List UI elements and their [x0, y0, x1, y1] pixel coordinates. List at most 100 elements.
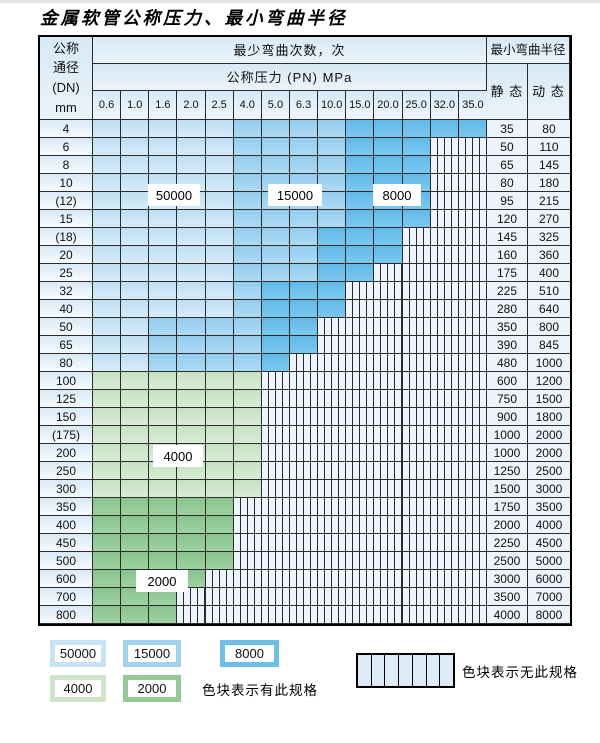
spec-cell: [289, 228, 319, 246]
spec-cell: [430, 156, 459, 174]
spec-cell: [289, 588, 319, 606]
spec-cell: [374, 498, 403, 516]
dn-cell: 250: [40, 462, 93, 480]
spec-cell: [177, 552, 206, 570]
spec-cell: [402, 408, 431, 426]
spec-cell: [261, 426, 290, 444]
table-row: 80 480 1000: [40, 354, 570, 372]
spec-cell: [374, 282, 403, 300]
spec-cell: [374, 246, 403, 264]
spec-cell: [289, 120, 319, 138]
dynamic-value-cell: 180: [527, 174, 570, 192]
spec-cell: [430, 354, 459, 372]
spec-cell: [121, 174, 150, 192]
header-dynamic-cell: 动 态: [527, 64, 570, 120]
dn-cell: 125: [40, 390, 93, 408]
spec-cell: [177, 228, 206, 246]
spec-cell: [289, 264, 319, 282]
spec-cell: [289, 210, 319, 228]
static-value-cell: 480: [486, 354, 528, 372]
spec-cell: [318, 444, 347, 462]
spec-cell: [121, 156, 150, 174]
spec-cell: [318, 588, 347, 606]
spec-cell: [346, 354, 375, 372]
spec-cell: [149, 210, 178, 228]
dynamic-value-cell: 845: [527, 336, 570, 354]
spec-cell: [233, 300, 262, 318]
dynamic-value-cell: 640: [527, 300, 570, 318]
spec-cell: [261, 444, 290, 462]
spec-cell: [121, 390, 150, 408]
spec-cell: [430, 372, 459, 390]
spec-cell: [346, 318, 375, 336]
spec-cell: [261, 516, 290, 534]
spec-cell: [402, 138, 431, 156]
spec-cell: [374, 516, 403, 534]
spec-cell: [93, 120, 122, 138]
dn-cell: 4: [40, 120, 93, 138]
table-row: 200 1000 2000: [40, 444, 570, 462]
static-value-cell: 50: [486, 138, 528, 156]
spec-cell: [233, 552, 262, 570]
static-value-cell: 750: [486, 390, 528, 408]
spec-cell: [318, 372, 347, 390]
pressure-tick: 20.0: [374, 91, 403, 120]
pressure-tick: 2.5: [205, 91, 234, 120]
spec-cell: [318, 606, 347, 624]
dynamic-value-cell: 4500: [527, 534, 570, 552]
spec-cell: [233, 480, 262, 498]
spec-cell: [318, 480, 347, 498]
spec-cell: [374, 480, 403, 498]
spec-cell: [430, 408, 459, 426]
spec-cell: [121, 462, 150, 480]
spec-cell: [233, 282, 262, 300]
spec-cell: [177, 300, 206, 318]
spec-cell: [149, 498, 178, 516]
spec-cell: [430, 192, 459, 210]
spec-table: 公称 通径 (DN) mm 最少弯曲次数，次 最小弯曲半径 公称压力 (PN) …: [38, 35, 572, 626]
spec-cell: [346, 138, 375, 156]
page-top-edge: [0, 0, 600, 3]
dn-cell: 40: [40, 300, 93, 318]
dn-cell: 100: [40, 372, 93, 390]
spec-cell: [261, 300, 290, 318]
spec-cell: [149, 588, 178, 606]
table-row: 450 2250 4500: [40, 534, 570, 552]
legend-swatch-15000: 15000: [123, 640, 181, 667]
spec-cell: [430, 300, 459, 318]
spec-cell: [402, 462, 431, 480]
table-row: 700 3500 7000: [40, 588, 570, 606]
dynamic-value-cell: 1000: [527, 354, 570, 372]
spec-cell: [458, 264, 487, 282]
spec-cell: [93, 426, 122, 444]
pressure-tick: 1.6: [149, 91, 178, 120]
spec-cell: [430, 498, 459, 516]
legend-swatch-4000: 4000: [50, 675, 106, 702]
table-header: 公称 通径 (DN) mm 最少弯曲次数，次 最小弯曲半径 公称压力 (PN) …: [40, 37, 570, 120]
spec-cell: [177, 516, 206, 534]
spec-cell: [402, 282, 431, 300]
spec-cell: [121, 552, 150, 570]
spec-cell: [233, 426, 262, 444]
spec-cell: [374, 120, 403, 138]
spec-cell: [261, 372, 290, 390]
dynamic-value-cell: 800: [527, 318, 570, 336]
spec-cell: [149, 282, 178, 300]
spec-cell: [205, 282, 234, 300]
spec-cell: [233, 174, 262, 192]
spec-cell: [205, 210, 234, 228]
spec-cell: [205, 192, 234, 210]
static-value-cell: 145: [486, 228, 528, 246]
spec-cell: [93, 534, 122, 552]
static-value-cell: 3500: [486, 588, 528, 606]
spec-cell: [261, 156, 290, 174]
static-value-cell: 175: [486, 264, 528, 282]
spec-cell: [149, 300, 178, 318]
spec-cell: [346, 408, 375, 426]
spec-cell: [233, 408, 262, 426]
spec-cell: [233, 156, 262, 174]
dn-cell: 150: [40, 408, 93, 426]
spec-cell: [205, 156, 234, 174]
spec-cell: [177, 354, 206, 372]
spec-cell: [233, 390, 262, 408]
